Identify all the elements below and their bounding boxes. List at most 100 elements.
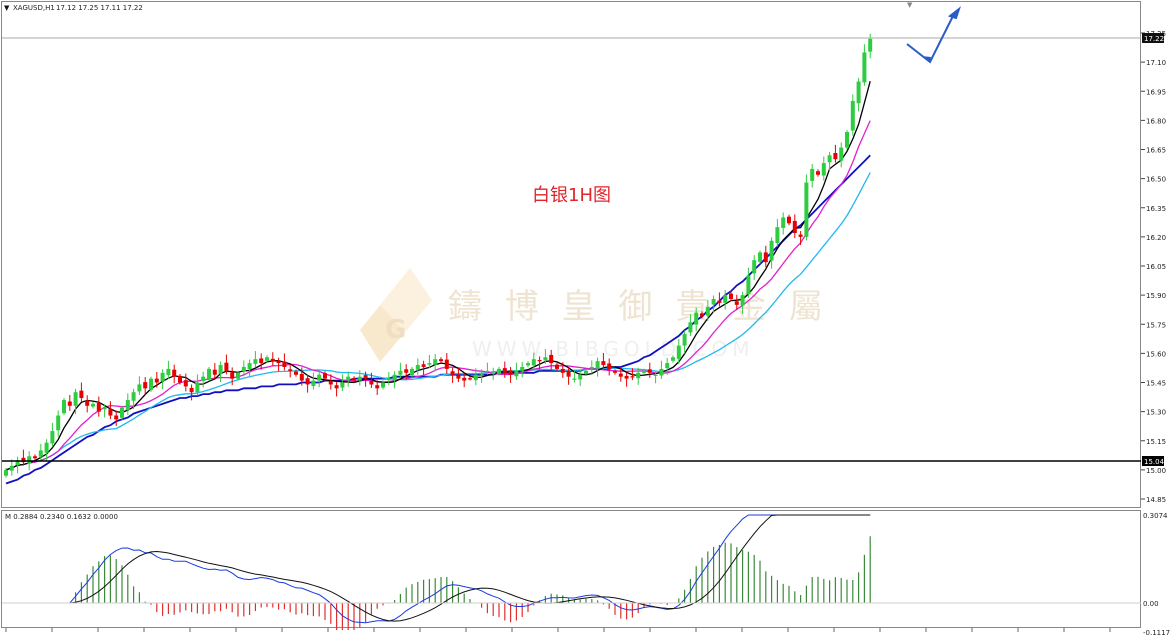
candle [618,366,623,382]
candle [195,374,200,396]
candle [543,349,548,364]
candle [404,364,409,380]
candle [456,367,461,383]
candle [787,214,791,226]
candle [549,349,554,370]
candle [427,354,432,369]
candle [589,360,594,374]
candle [439,357,443,364]
candle [125,393,130,416]
candle [96,396,101,417]
candle [67,394,72,411]
candle [566,367,571,385]
price-tick-label: 16.80 [1146,117,1166,125]
price-tick-label: 15.75 [1146,321,1166,329]
candle [636,367,641,385]
watermark-url: WWW.BIBGOLD.COM [472,337,754,361]
candle [502,361,507,378]
candle [282,353,287,371]
candle [44,439,49,461]
candle [526,361,530,368]
candle [357,370,362,386]
ohlc-label: 17.12 17.25 17.11 17.22 [56,4,143,12]
candle [705,300,710,321]
candle [166,360,171,379]
candle [473,368,478,386]
candle [398,362,403,379]
candle [497,366,501,376]
candle [56,410,61,437]
candle [421,360,426,376]
candle [624,372,629,387]
chart-annotation: 白银1H图 [532,185,611,206]
candle [642,368,646,375]
candle [520,361,525,378]
candle [4,467,8,478]
candle [717,292,722,307]
watermark-logo [360,268,432,362]
candle [259,353,264,370]
candle [508,366,513,383]
watermark-logo-letter: G [385,315,406,345]
candle [601,352,606,369]
price-tick-label: 16.95 [1146,88,1166,96]
candle [120,405,124,420]
candle [804,174,809,241]
candle [108,401,113,420]
candle [839,142,844,168]
candle [781,212,786,235]
candle [334,381,339,397]
candle [845,130,849,150]
candle [734,294,739,310]
candle [305,374,310,393]
shift-marker-icon[interactable]: ▼ [907,1,913,9]
candle [595,357,600,377]
candle [21,449,26,466]
header-arrow-icon[interactable]: ▼ [4,4,10,12]
indicator-header: M 0.2884 0.2340 0.1632 0.0000 [5,513,118,521]
price-tick-label: 16.20 [1146,234,1166,242]
candle [392,371,397,389]
candle [369,372,374,388]
price-tick-label: 16.50 [1146,176,1166,184]
candle [531,352,536,371]
candle [79,382,84,402]
candle [746,267,751,298]
candle [15,456,20,474]
candle [694,307,699,332]
candle [630,368,635,381]
macd-line [6,514,871,624]
candle [775,219,780,247]
candle [183,373,188,392]
candle [102,404,107,418]
candle [485,362,490,375]
candle [763,245,768,268]
price-tick-label: 17.10 [1146,59,1166,67]
candle [537,356,542,370]
candle [328,374,333,390]
candle [363,371,368,387]
candle [270,352,275,367]
candle [189,384,194,401]
candle [723,290,728,310]
candle [572,370,577,383]
candle [178,373,182,385]
candle [375,380,380,395]
candle [340,374,345,392]
candle [85,395,90,413]
price-tick-label: 16.65 [1146,147,1166,155]
price-tick-label: 16.05 [1146,263,1166,271]
candle [653,371,658,384]
candle [247,359,252,378]
candle [317,369,322,388]
candle [9,459,14,476]
candle [311,372,316,390]
candle [584,368,588,376]
candle [729,291,733,301]
candle [560,362,565,378]
price-tick-label: 16.35 [1146,205,1166,213]
candle [230,367,235,386]
candle [38,443,43,462]
